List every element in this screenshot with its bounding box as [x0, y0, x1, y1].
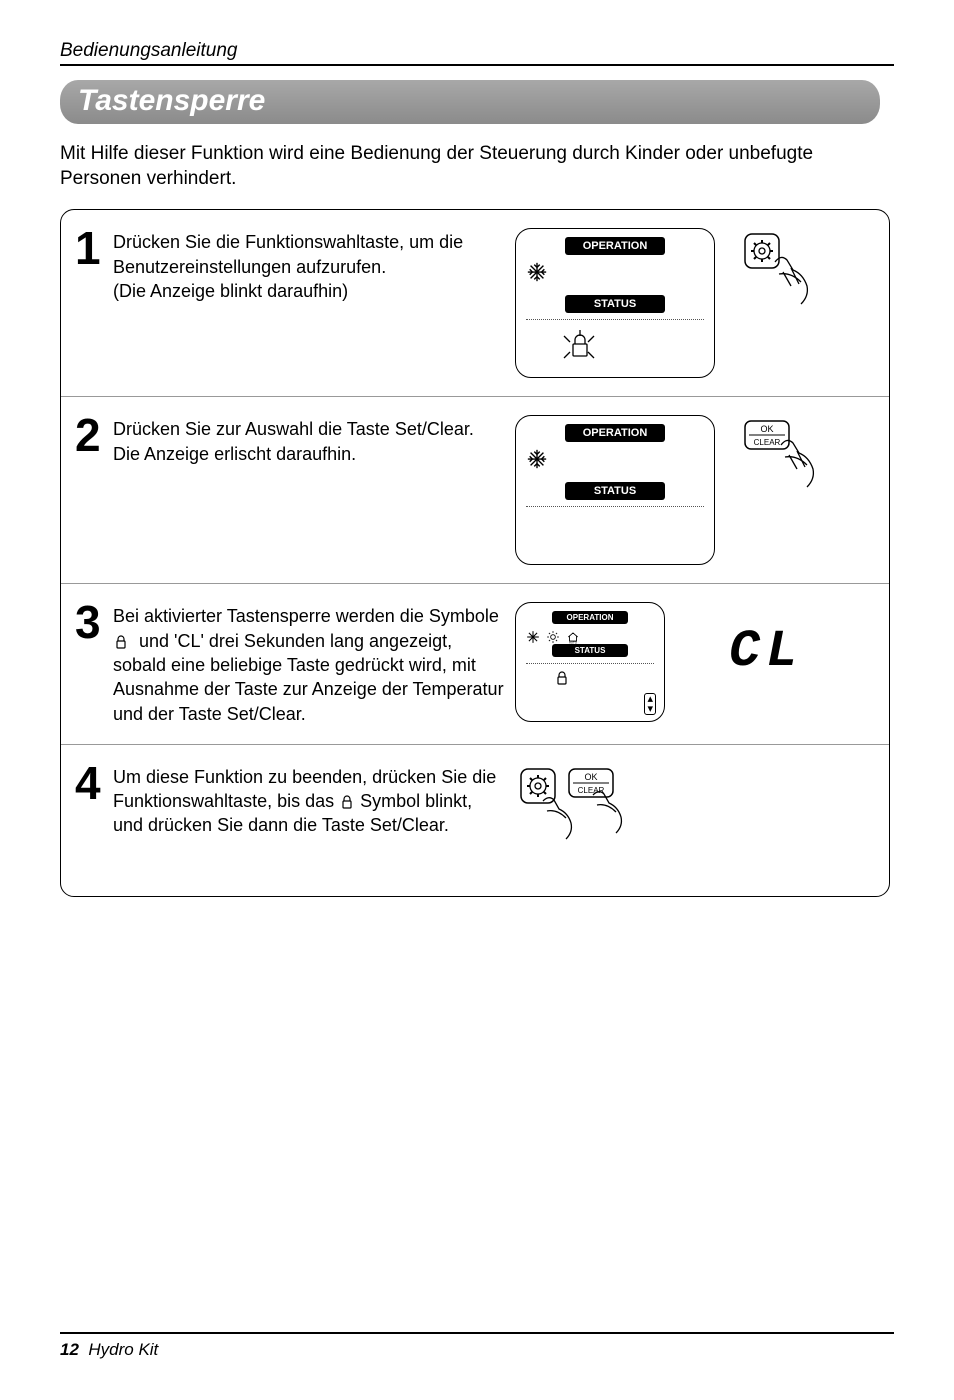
- step-number: 1: [75, 228, 109, 269]
- step-line: sobald eine beliebige Taste gedrückt wir…: [113, 655, 476, 675]
- step-line: Drücken Sie zur Auswahl die Taste Set/Cl…: [113, 419, 474, 439]
- step-line: Die Anzeige erlischt daraufhin.: [113, 444, 356, 464]
- page-footer: 12 Hydro Kit: [60, 1332, 894, 1360]
- ok-clear-button-press: OK CLEAR: [739, 415, 819, 495]
- step-line: Funktionswahltaste, bis das Symbol blink…: [113, 791, 472, 811]
- step-line: (Die Anzeige blinkt daraufhin): [113, 281, 348, 301]
- intro-text: Mit Hilfe dieser Funktion wird eine Bedi…: [60, 142, 894, 191]
- seven-seg-cl: CL: [729, 622, 803, 681]
- page-number: 12: [60, 1340, 79, 1359]
- sun-icon: [546, 630, 560, 644]
- step-line: Um diese Funktion zu beenden, drücken Si…: [113, 767, 496, 787]
- step-1: 1 Drücken Sie die Funktionswahltaste, um…: [61, 210, 889, 397]
- display-panel: OPERATION STATUS: [515, 228, 715, 378]
- lock-blink-icon: [554, 326, 604, 370]
- svg-text:AUTO: AUTO: [569, 641, 578, 645]
- svg-text:OK: OK: [584, 772, 597, 782]
- step-line: Ausnahme der Taste zur Anzeige der Tempe…: [113, 679, 504, 699]
- svg-text:CLEAR: CLEAR: [578, 786, 605, 795]
- step-4: 4 Um diese Funktion zu beenden, drücken …: [61, 745, 889, 896]
- step-line: und der Taste Set/Clear.: [113, 704, 306, 724]
- status-pill: STATUS: [565, 482, 665, 500]
- display-panel: OPERATION STATUS: [515, 415, 715, 565]
- step-line: Drücken Sie die Funktionswahltaste, um d…: [113, 232, 463, 252]
- snowflake-icon: [526, 261, 704, 289]
- step-text: Um diese Funktion zu beenden, drücken Si…: [113, 763, 496, 838]
- step-number: 3: [75, 602, 109, 643]
- operation-pill: OPERATION: [552, 611, 628, 624]
- section-header: Bedienungsanleitung: [60, 40, 894, 62]
- operation-pill: OPERATION: [565, 237, 665, 255]
- page-title: Tastensperre: [60, 80, 880, 124]
- product-name: Hydro Kit: [88, 1340, 158, 1359]
- step-2: 2 Drücken Sie zur Auswahl die Taste Set/…: [61, 397, 889, 584]
- ok-label: OK: [760, 424, 773, 434]
- step-line: und 'CL' drei Sekunden lang angezeigt,: [113, 631, 452, 651]
- status-pill: STATUS: [552, 644, 628, 657]
- steps-container: 1 Drücken Sie die Funktionswahltaste, um…: [60, 209, 890, 896]
- step-line: Benutzereinstellungen aufzurufen.: [113, 257, 386, 277]
- snowflake-icon: [526, 630, 540, 644]
- step-number: 2: [75, 415, 109, 456]
- step-line: Bei aktivierter Tastensperre werden die …: [113, 606, 499, 626]
- status-pill: STATUS: [565, 295, 665, 313]
- step-text: Bei aktivierter Tastensperre werden die …: [113, 602, 504, 725]
- footer-rule: [60, 1332, 894, 1334]
- operation-pill: OPERATION: [565, 424, 665, 442]
- updown-icon: ▴▾: [644, 689, 656, 716]
- gear-and-okclear-press: OK CLEAR: [515, 763, 715, 878]
- gear-button-press: [739, 228, 819, 308]
- house-auto-icon: AUTO: [566, 630, 580, 644]
- step-3: 3 Bei aktivierter Tastensperre werden di…: [61, 584, 889, 744]
- lock-icon: [554, 670, 570, 689]
- mode-icons-row: AUTO: [526, 630, 654, 644]
- step-line: und drücken Sie dann die Taste Set/Clear…: [113, 815, 449, 835]
- step-text: Drücken Sie zur Auswahl die Taste Set/Cl…: [113, 415, 474, 466]
- header-rule: [60, 64, 894, 66]
- step-text: Drücken Sie die Funktionswahltaste, um d…: [113, 228, 463, 303]
- step-number: 4: [75, 763, 109, 804]
- snowflake-icon: [526, 448, 704, 476]
- clear-label: CLEAR: [754, 438, 781, 447]
- display-panel-small: OPERATION AUTO STATUS ▴▾: [515, 602, 665, 722]
